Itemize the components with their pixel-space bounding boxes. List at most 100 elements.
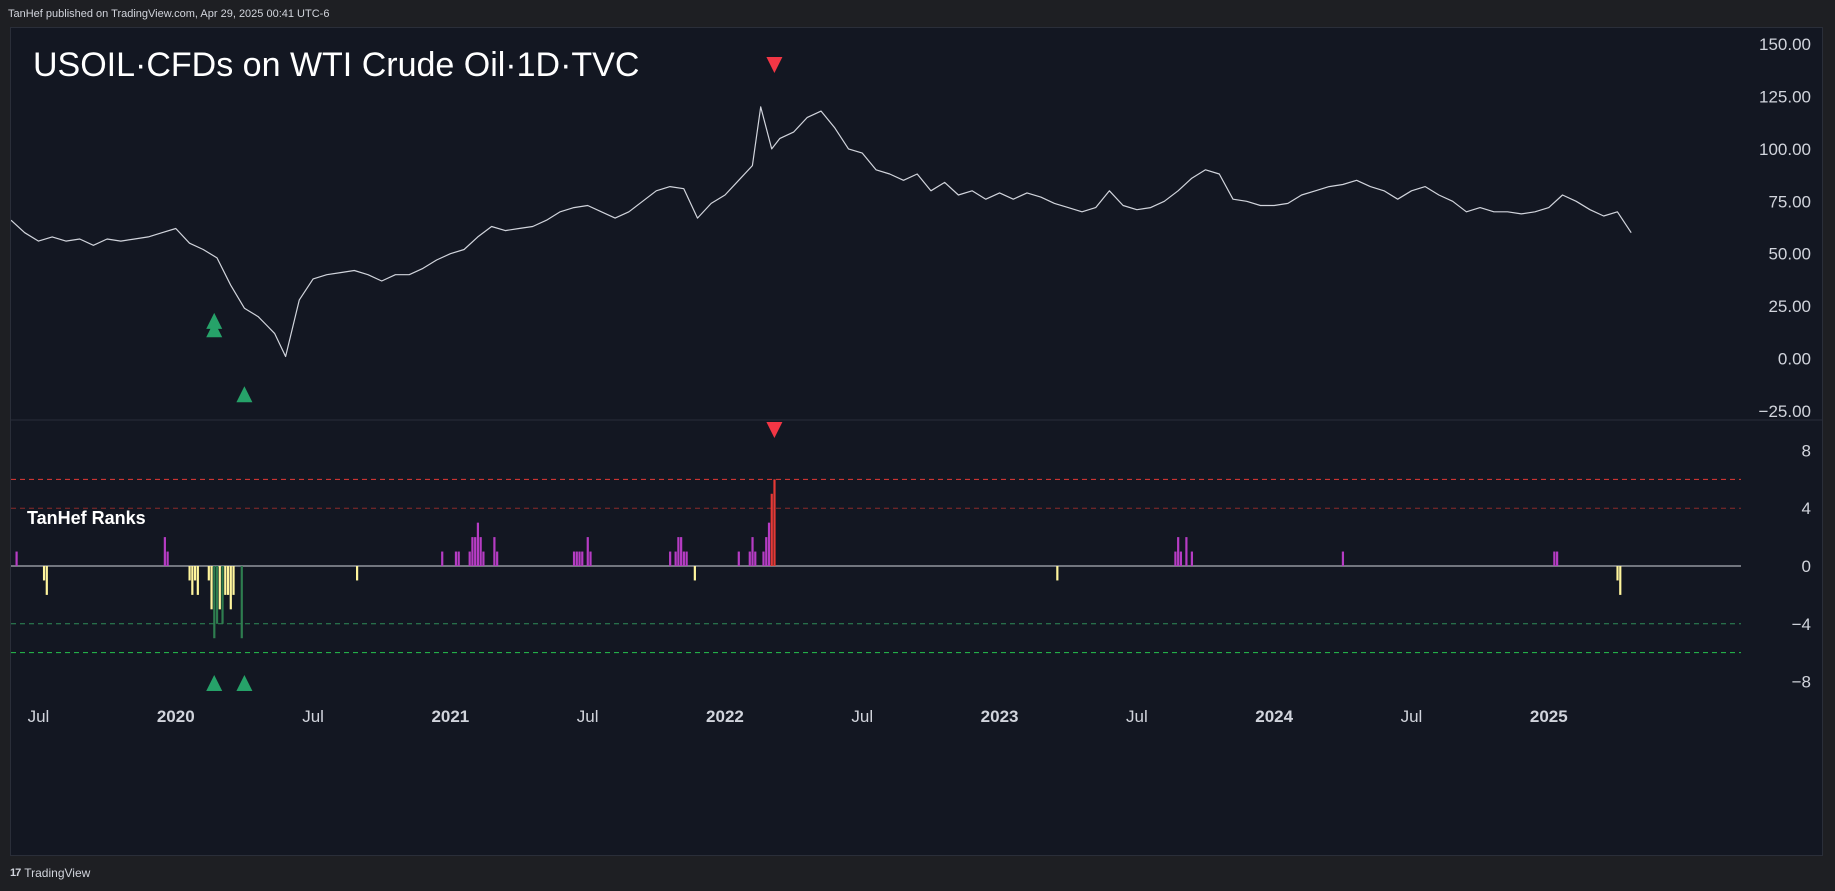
rank-bar — [474, 537, 477, 566]
time-axis-tick: 2021 — [431, 707, 469, 726]
buy-signal-marker — [206, 321, 223, 338]
rank-bar — [15, 551, 18, 566]
rank-buy-signal-marker — [236, 675, 253, 691]
rank-bar — [207, 566, 210, 581]
time-axis-tick: Jul — [577, 707, 599, 726]
rank-bar — [457, 551, 460, 566]
rank-bar — [482, 551, 485, 566]
rank-bar — [1556, 551, 1559, 566]
price-axis-tick: 125.00 — [1759, 87, 1811, 106]
rank-bar — [229, 566, 232, 610]
rank-bar — [693, 566, 696, 581]
chart-canvas[interactable]: 150.00 125.00 100.00 75.00 50.00 25.00 0.00 −25… — [11, 28, 1822, 855]
rank-bar — [685, 551, 688, 566]
rank-bar — [240, 566, 243, 639]
rank-bar — [468, 551, 471, 566]
price-axis-tick: 25.00 — [1768, 297, 1811, 316]
price-axis-tick: 150.00 — [1759, 35, 1811, 54]
rank-bar — [578, 551, 581, 566]
price-axis-tick: 50.00 — [1768, 245, 1811, 264]
rank-bar — [471, 537, 474, 566]
rank-bar — [767, 522, 771, 566]
rank-bar — [45, 566, 48, 595]
rank-bar — [572, 551, 576, 566]
time-axis-tick: Jul — [1126, 707, 1148, 726]
rank-buy-signal-marker — [206, 675, 223, 691]
time-axis-tick: Jul — [851, 707, 873, 726]
rank-axis-tick: −8 — [1792, 673, 1811, 692]
rank-bar — [1341, 551, 1345, 566]
rank-bar — [575, 551, 578, 566]
rank-bar — [762, 551, 765, 566]
rank-axis-tick: −4 — [1792, 615, 1811, 634]
rank-bar — [493, 537, 496, 566]
rank-bar — [1619, 566, 1622, 595]
main-chart-title: USOIL·CFDs on WTI Crude Oil·1D·TVC — [33, 46, 640, 84]
rank-bar — [224, 566, 227, 595]
rank-bar — [586, 537, 589, 566]
time-axis-tick: 2020 — [157, 707, 195, 726]
footer: 17 TradingView — [10, 862, 90, 884]
rank-bar — [476, 522, 480, 566]
rank-bar — [196, 566, 199, 595]
rank-bar — [356, 566, 359, 581]
sell-signal-marker — [766, 56, 783, 73]
rank-bar — [454, 551, 458, 566]
time-axis-tick: Jul — [28, 707, 50, 726]
price-axis-tick: 100.00 — [1759, 140, 1811, 159]
rank-bar — [674, 551, 677, 566]
chart-container[interactable]: 150.00 125.00 100.00 75.00 50.00 25.00 0.00 −25… — [10, 27, 1823, 856]
rank-bar — [677, 537, 680, 566]
rank-sell-signal-marker — [766, 422, 783, 438]
rank-bar — [221, 566, 224, 624]
price-axis-tick: 75.00 — [1768, 192, 1811, 211]
rank-bar — [210, 566, 213, 610]
rank-bar — [1616, 566, 1619, 581]
rank-bar — [188, 566, 191, 581]
publisher-info: TanHef published on TradingView.com, Apr… — [8, 8, 330, 20]
time-axis-tick: Jul — [302, 707, 324, 726]
rank-bar — [193, 566, 197, 581]
time-axis-tick: 2023 — [981, 707, 1019, 726]
rank-bar — [191, 566, 194, 595]
rank-bar — [773, 479, 776, 566]
rank-bar — [1185, 537, 1188, 566]
rank-bar — [589, 551, 592, 566]
rank-bar — [751, 537, 754, 566]
rank-bar — [42, 566, 46, 581]
rank-bar — [680, 537, 683, 566]
rank-axis-tick: 0 — [1802, 557, 1811, 576]
rank-bar — [1056, 566, 1059, 581]
price-axis-tick: 0.00 — [1778, 350, 1811, 369]
rank-bar — [479, 537, 482, 566]
tradingview-logo-icon: 17 — [10, 867, 21, 879]
rank-bar — [163, 537, 166, 566]
time-axis-tick: Jul — [1401, 707, 1423, 726]
rank-bar — [765, 537, 768, 566]
rank-bar — [737, 551, 740, 566]
time-axis-tick: 2024 — [1255, 707, 1293, 726]
rank-bar — [1177, 537, 1180, 566]
time-axis-tick: 2025 — [1530, 707, 1568, 726]
rank-axis-tick: 4 — [1802, 499, 1811, 518]
rank-bar — [232, 566, 235, 595]
rank-axis-tick: 8 — [1802, 441, 1811, 460]
rank-bar — [218, 566, 221, 610]
rank-bar — [669, 551, 672, 566]
buy-signal-marker — [206, 312, 223, 329]
rank-bar — [1190, 551, 1193, 566]
footer-brand: TradingView — [24, 866, 91, 880]
indicator-title: TanHef Ranks — [27, 508, 146, 528]
rank-bar — [754, 551, 757, 566]
rank-bar — [682, 551, 685, 566]
rank-bar — [215, 566, 219, 624]
rank-bar — [1179, 551, 1183, 566]
rank-bar — [496, 551, 499, 566]
price-line-series — [11, 106, 1632, 358]
rank-bar — [770, 493, 773, 566]
rank-bar — [1553, 551, 1556, 566]
time-axis-tick: 2022 — [706, 707, 744, 726]
rank-bar — [441, 551, 444, 566]
rank-bar — [166, 551, 169, 566]
rank-bar — [226, 566, 230, 595]
